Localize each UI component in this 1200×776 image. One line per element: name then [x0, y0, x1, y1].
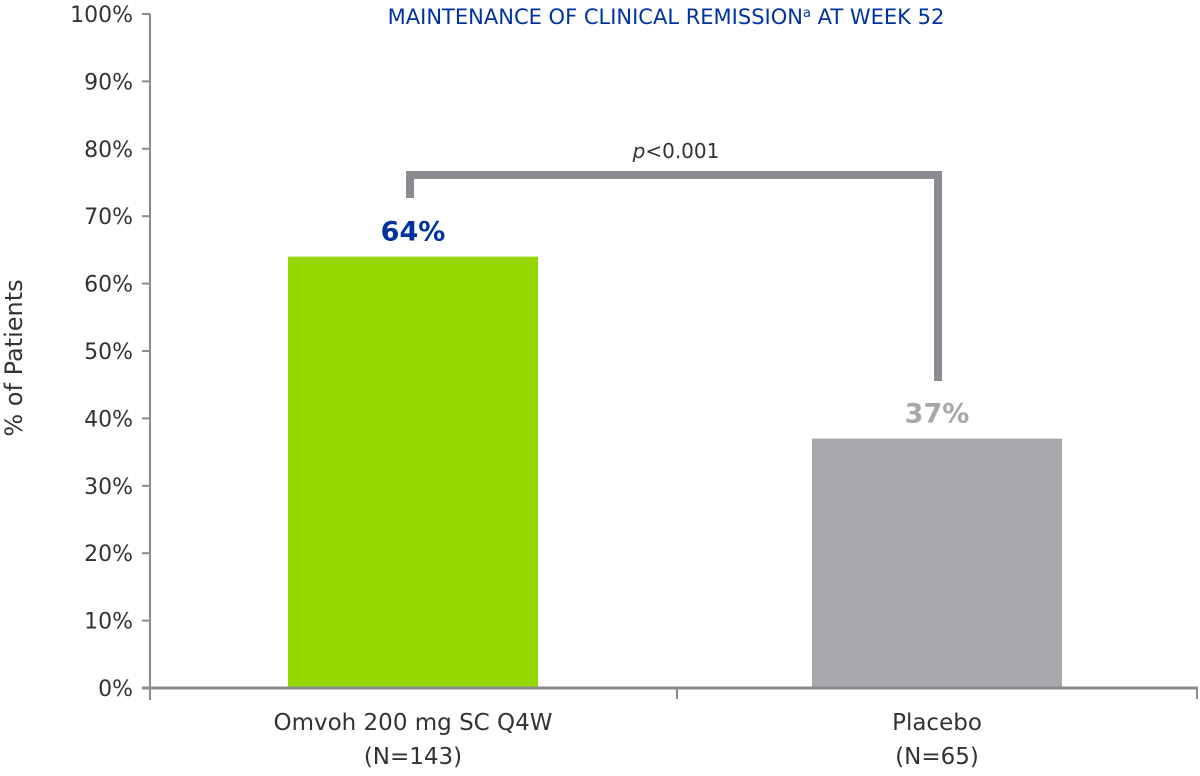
y-tick-label: 60% — [84, 273, 133, 298]
y-tick-label: 30% — [84, 475, 133, 500]
y-tick-label: 10% — [84, 610, 133, 635]
x-category-sublabel: (N=143) — [364, 744, 462, 770]
x-category-sublabel: (N=65) — [895, 744, 979, 770]
data-label: 64% — [381, 217, 446, 248]
data-label: 37% — [905, 399, 970, 430]
bar-omvoh — [288, 256, 538, 688]
y-tick-label: 70% — [84, 205, 133, 230]
y-axis-label: % of Patients — [0, 279, 28, 436]
y-tick-label: 100% — [70, 3, 133, 28]
x-category-label: Placebo — [892, 710, 982, 736]
y-tick-label: 50% — [84, 340, 133, 365]
y-tick-label: 0% — [98, 677, 133, 702]
significance-bracket — [406, 171, 942, 381]
title-superscript: a — [803, 6, 811, 21]
y-tick-label: 40% — [84, 407, 133, 432]
x-category-label: Omvoh 200 mg SC Q4W — [273, 710, 552, 736]
y-tick-label: 90% — [84, 70, 133, 95]
y-tick-label: 20% — [84, 542, 133, 567]
bar-placebo — [812, 438, 1062, 688]
y-tick-label: 80% — [84, 138, 133, 163]
chart-title: MAINTENANCE OF CLINICAL REMISSIONa AT WE… — [388, 5, 945, 29]
p-value-label: p<0.001 — [632, 139, 720, 163]
